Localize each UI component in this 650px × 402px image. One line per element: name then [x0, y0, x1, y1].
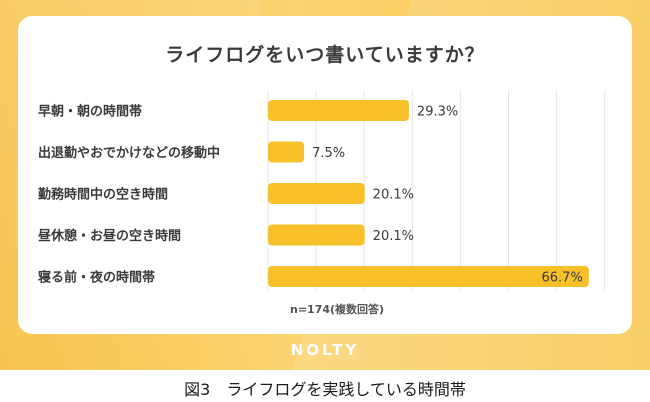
bar [268, 183, 365, 204]
value-label: 66.7% [542, 271, 583, 286]
bar [268, 266, 589, 287]
figure-caption: 図3 ライフログを実践している時間帯 [184, 380, 466, 399]
bar [268, 100, 409, 121]
brand-logo: NOLTY [290, 341, 360, 359]
category-label: 早朝・朝の時間帯 [38, 104, 142, 120]
value-label: 20.1% [373, 229, 414, 244]
bar [268, 224, 365, 246]
sample-note: n=174(複数回答) [290, 303, 385, 316]
bar-chart: 早朝・朝の時間帯 29.3% 出退勤やおでかけなどの移動中 7.5% 勤務時間中の空き時… [38, 90, 606, 290]
chart-title: ライフログをいつ書いていますか？ [165, 44, 485, 66]
value-label: 29.3% [417, 105, 458, 120]
category-label: 寝る前・夜の時間帯 [38, 270, 155, 286]
value-label: 20.1% [373, 188, 414, 203]
category-label: 勤務時間中の空き時間 [38, 187, 168, 203]
category-label: 出退勤やおでかけなどの移動中 [38, 145, 220, 161]
category-label: 昼休憩・お昼の空き時間 [38, 228, 181, 244]
value-label: 7.5% [312, 146, 345, 161]
bar [268, 141, 305, 163]
